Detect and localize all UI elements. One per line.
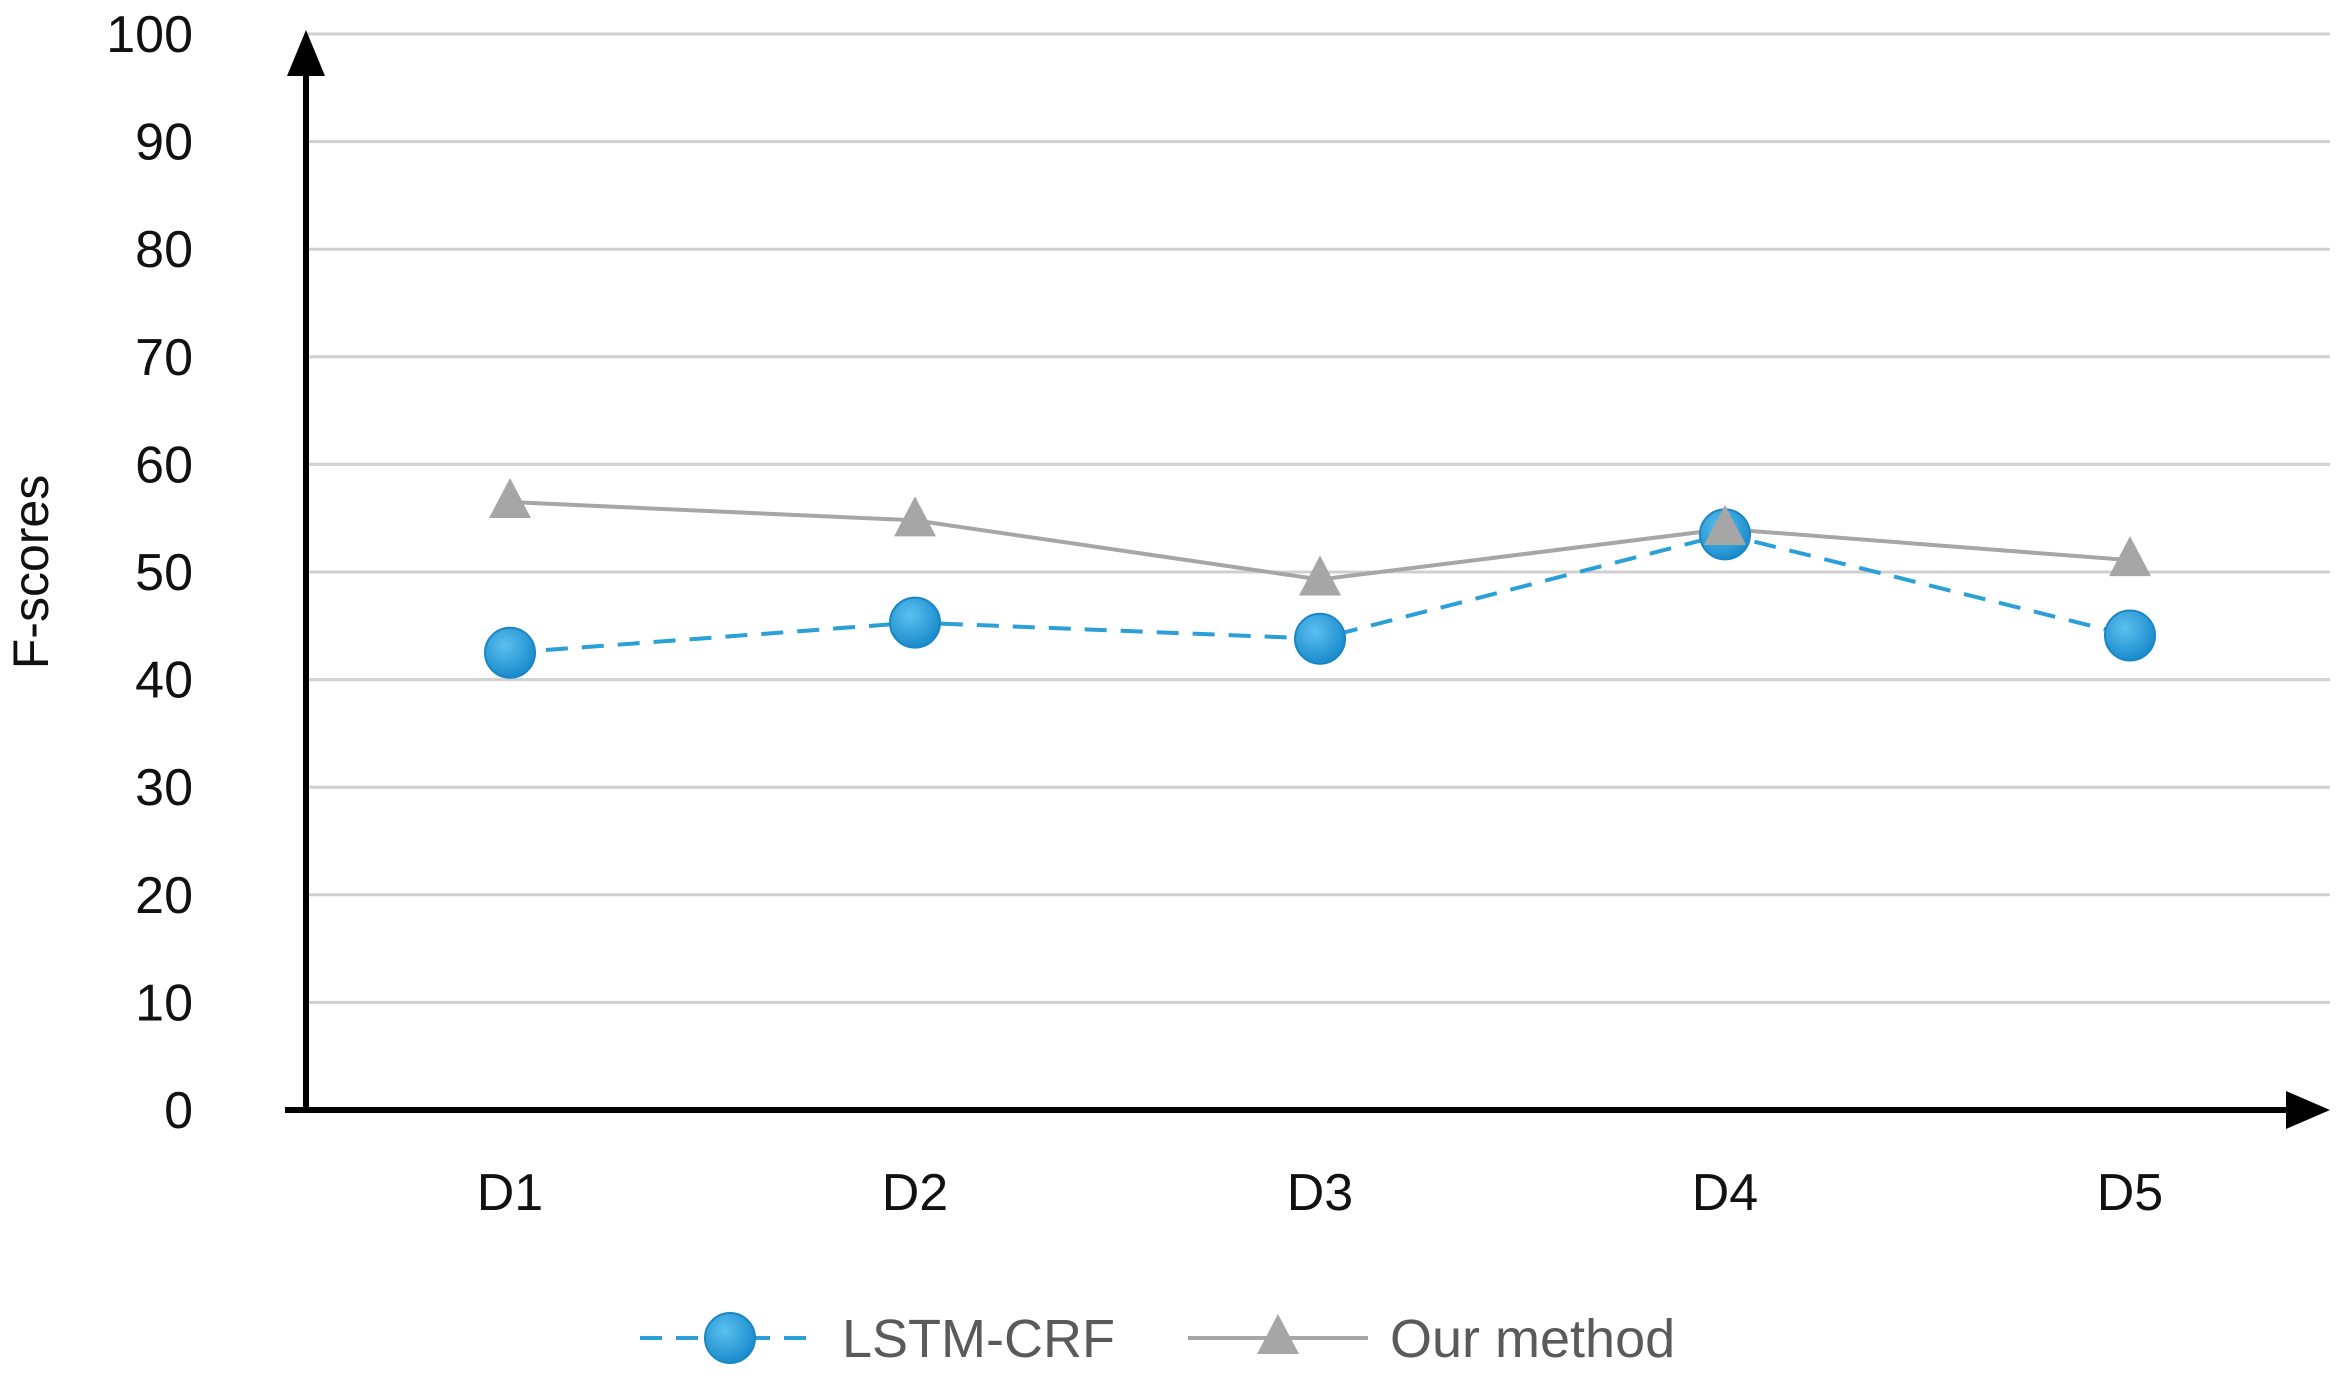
y-tick-label: 20	[135, 867, 193, 925]
data-point-circle	[889, 596, 941, 649]
x-tick-label: D3	[1287, 1164, 1353, 1222]
legend-item: LSTM-CRF	[640, 1309, 1115, 1369]
data-point-triangle	[1704, 504, 1746, 545]
y-tick-label: 100	[106, 6, 193, 64]
data-point-triangle	[894, 496, 936, 537]
data-point-circle	[2104, 609, 2156, 662]
y-tick-label: 10	[135, 974, 193, 1032]
data-point-triangle	[2109, 536, 2151, 577]
y-axis-title: F-scores	[3, 475, 59, 669]
y-tick-label: 40	[135, 652, 193, 710]
y-tick-label: 30	[135, 759, 193, 817]
data-point-triangle	[1299, 555, 1341, 596]
axes	[285, 30, 2330, 1129]
y-tick-label: 50	[135, 544, 193, 602]
data-point-triangle	[489, 478, 531, 519]
y-axis-arrow-icon	[287, 30, 325, 76]
legend-label: Our method	[1390, 1309, 1675, 1369]
x-tick-label: D5	[2097, 1164, 2163, 1222]
x-tick-labels: D1 D2 D3 D4 D5	[477, 1164, 2163, 1222]
gridlines	[306, 32, 2330, 1004]
x-tick-label: D1	[477, 1164, 543, 1222]
y-tick-label: 90	[135, 114, 193, 172]
series-our-method	[489, 478, 2151, 596]
y-tick-labels: 0 10 20 30 40 50 60 70 80 90 100	[106, 6, 193, 1140]
x-tick-label: D2	[882, 1164, 948, 1222]
legend-item: Our method	[1188, 1309, 1675, 1369]
y-tick-label: 60	[135, 436, 193, 494]
y-tick-label: 70	[135, 329, 193, 387]
data-point-circle	[484, 626, 536, 679]
x-axis-arrow-icon	[2286, 1091, 2330, 1129]
legend: LSTM-CRF Our method	[640, 1309, 1675, 1369]
y-tick-label: 80	[135, 221, 193, 279]
y-tick-label: 0	[164, 1082, 193, 1140]
legend-circle-icon	[704, 1312, 756, 1364]
data-point-circle	[1294, 612, 1346, 665]
legend-triangle-icon	[1257, 1314, 1299, 1354]
x-tick-label: D4	[1692, 1164, 1758, 1222]
legend-label: LSTM-CRF	[842, 1309, 1115, 1369]
series-layer	[484, 478, 2156, 679]
